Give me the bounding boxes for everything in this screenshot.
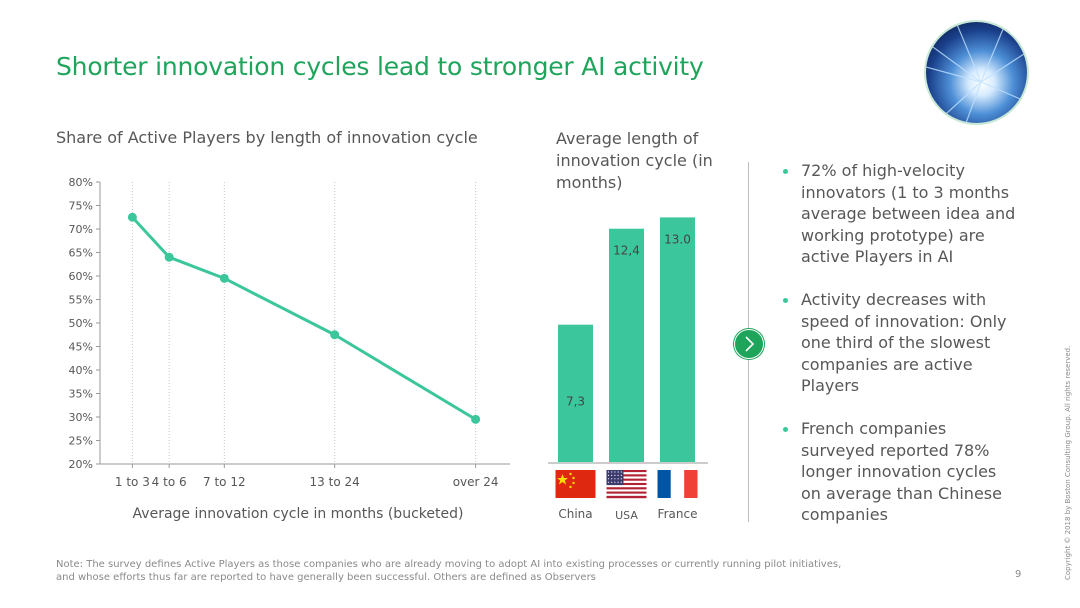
france-flag-icon — [657, 470, 698, 498]
y-tick-label: 70% — [69, 223, 93, 236]
data-point — [164, 252, 174, 262]
footnote-line: Note: The survey defines Active Players … — [56, 559, 842, 570]
y-tick-label: 45% — [69, 341, 93, 354]
x-tick-label: 1 to 3 — [115, 475, 150, 489]
y-tick-label: 55% — [69, 294, 93, 307]
x-axis-label: Average innovation cycle in months (buck… — [133, 506, 464, 522]
y-tick-label: 60% — [69, 270, 93, 283]
footnote: Note: The survey defines Active Players … — [56, 558, 876, 584]
y-tick-label: 80% — [69, 176, 93, 189]
x-tick-label: 4 to 6 — [152, 475, 187, 489]
series-line — [131, 216, 477, 421]
y-tick-label: 75% — [69, 200, 93, 213]
y-tick-label: 25% — [69, 435, 93, 448]
bar-chart-title: Average length of innovation cycle (in m… — [556, 129, 713, 192]
slide-title: Shorter innovation cycles lead to strong… — [56, 52, 704, 81]
bullet-point: Activity decreases with speed of innovat… — [780, 289, 1020, 397]
bar-value-label: 7,3 — [566, 395, 585, 409]
bar-china — [558, 324, 593, 462]
y-tick-label: 30% — [69, 411, 93, 424]
bar-chart: 7,3 China 12,4 USA 13.0 France — [548, 217, 708, 522]
line-chart: 20% 25% 30% 35% 40% 45% 50% 55% 60% 65% 70% 75% 80% 1… — [69, 176, 510, 522]
x-tick-label: over 24 — [453, 475, 499, 489]
copyright-notice: Copyright © 2018 by Boston Consulting Gr… — [1064, 345, 1072, 580]
page-number: 9 — [1015, 569, 1022, 580]
x-tick-label: 13 to 24 — [310, 475, 360, 489]
chevron-right-icon[interactable] — [734, 329, 764, 359]
line-chart-title: Share of Active Players by length of inn… — [56, 128, 478, 147]
key-points: 72% of high-velocity innovators (1 to 3 … — [780, 160, 1020, 547]
y-tick-label: 35% — [69, 388, 93, 401]
bar-france — [660, 217, 695, 462]
tunnel-photo — [924, 20, 1029, 125]
data-point — [330, 330, 340, 340]
bullet-point: 72% of high-velocity innovators (1 to 3 … — [780, 160, 1020, 268]
y-tick-label: 20% — [69, 458, 93, 471]
data-point — [219, 273, 229, 283]
footnote-line: and whose efforts thus far are reported … — [56, 572, 596, 583]
bar-category-label: USA — [615, 509, 638, 522]
x-tick-label: 7 to 12 — [203, 475, 246, 489]
y-tick-label: 50% — [69, 317, 93, 330]
tunnel-photo-graphic — [926, 22, 1027, 123]
data-point — [471, 414, 481, 424]
bar-usa — [609, 228, 644, 462]
y-tick-label: 40% — [69, 364, 93, 377]
bar-category-label: France — [658, 507, 698, 521]
bar-value-label: 13.0 — [664, 232, 691, 246]
bar-value-label: 12,4 — [613, 244, 640, 258]
china-flag-icon — [555, 470, 596, 498]
usa-flag-icon — [606, 470, 647, 499]
data-point — [127, 212, 137, 222]
bullet-point: French companies surveyed reported 78% l… — [780, 418, 1020, 526]
bar-category-label: China — [558, 507, 592, 521]
y-tick-label: 65% — [69, 247, 93, 260]
